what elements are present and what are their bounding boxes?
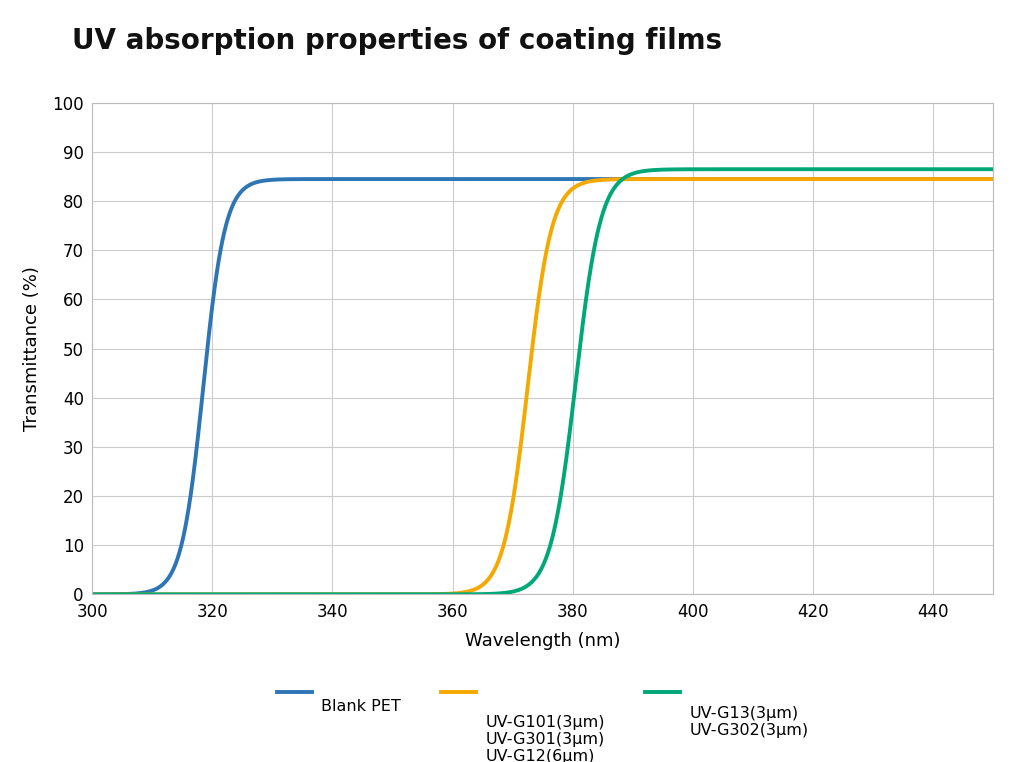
UV-G13(3μm)
UV-G302(3μm)	[188, 590, 201, 599]
Line: UV-G101(3μm)
UV-G301(3μm)
UV-G12(6μm): UV-G101(3μm) UV-G301(3μm) UV-G12(6μm)	[92, 179, 993, 594]
UV-G101(3μm)
UV-G301(3μm)
UV-G12(6μm)	[471, 584, 483, 593]
Blank PET	[188, 458, 201, 467]
Blank PET	[987, 174, 999, 184]
UV-G101(3μm)
UV-G301(3μm)
UV-G12(6μm)	[872, 174, 885, 184]
Blank PET	[970, 174, 982, 184]
UV-G13(3μm)
UV-G302(3μm)	[987, 165, 999, 174]
Y-axis label: Transmittance (%): Transmittance (%)	[24, 266, 41, 431]
UV-G101(3μm)
UV-G301(3μm)
UV-G12(6μm)	[86, 590, 98, 599]
UV-G13(3μm)
UV-G302(3μm)	[986, 165, 998, 174]
UV-G101(3μm)
UV-G301(3μm)
UV-G12(6μm)	[987, 174, 999, 184]
Blank PET	[431, 174, 443, 184]
UV-G13(3μm)
UV-G302(3μm)	[471, 590, 483, 599]
Blank PET	[599, 174, 611, 184]
UV-G101(3μm)
UV-G301(3μm)
UV-G12(6μm)	[431, 590, 443, 599]
UV-G101(3μm)
UV-G301(3μm)
UV-G12(6μm)	[243, 590, 255, 599]
Blank PET	[872, 174, 885, 184]
Blank PET	[86, 590, 98, 599]
UV-G13(3μm)
UV-G302(3μm)	[243, 590, 255, 599]
Text: UV absorption properties of coating films: UV absorption properties of coating film…	[72, 27, 722, 55]
UV-G101(3μm)
UV-G301(3μm)
UV-G12(6μm)	[970, 174, 982, 184]
Blank PET	[471, 174, 483, 184]
UV-G101(3μm)
UV-G301(3μm)
UV-G12(6μm)	[964, 174, 976, 184]
UV-G13(3μm)
UV-G302(3μm)	[872, 165, 885, 174]
Line: Blank PET: Blank PET	[92, 179, 993, 594]
Blank PET	[243, 181, 255, 190]
UV-G13(3μm)
UV-G302(3μm)	[86, 590, 98, 599]
X-axis label: Wavelength (nm): Wavelength (nm)	[465, 632, 621, 650]
Line: UV-G13(3μm)
UV-G302(3μm): UV-G13(3μm) UV-G302(3μm)	[92, 169, 993, 594]
UV-G13(3μm)
UV-G302(3μm)	[431, 590, 443, 599]
UV-G101(3μm)
UV-G301(3μm)
UV-G12(6μm)	[188, 590, 201, 599]
Legend: Blank PET, UV-G101(3μm)
UV-G301(3μm)
UV-G12(6μm), UV-G13(3μm)
UV-G302(3μm): Blank PET, UV-G101(3μm) UV-G301(3μm) UV-…	[270, 661, 815, 724]
UV-G13(3μm)
UV-G302(3μm)	[970, 165, 982, 174]
